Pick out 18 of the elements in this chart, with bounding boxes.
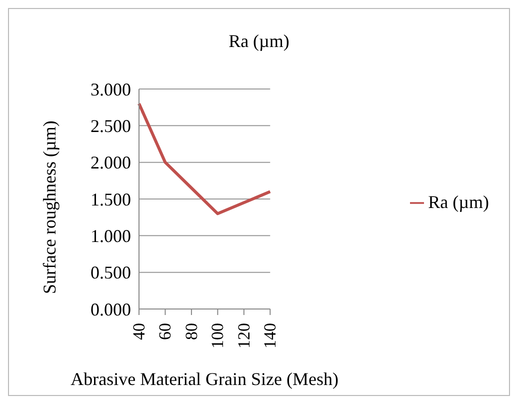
y-tick-label: 3.000 (90, 79, 131, 100)
chart-title: Ra (µm) (228, 31, 290, 52)
x-tick-label: 60 (156, 323, 175, 340)
y-tick-label: 0.000 (90, 299, 131, 320)
legend-label: Ra (µm) (428, 192, 489, 212)
x-tick-label: 40 (130, 323, 148, 340)
line-series (138, 102, 272, 216)
x-tick-label: 120 (234, 323, 254, 348)
y-tick-label: 2.000 (90, 152, 131, 173)
y-tick-label: 0.500 (90, 262, 131, 283)
y-tick-label: 1.000 (90, 226, 131, 246)
y-tick-label: 1.500 (90, 189, 131, 210)
x-tick-label: 140 (260, 323, 280, 348)
x-axis-title: Abrasive Material Grain Size (Mesh) (70, 369, 339, 389)
x-tick-label: 80 (182, 323, 201, 340)
y-axis-title: Surface roughness (µm) (39, 120, 60, 294)
x-tick-label: 100 (208, 323, 228, 348)
y-tick-label: 2.500 (90, 116, 131, 136)
